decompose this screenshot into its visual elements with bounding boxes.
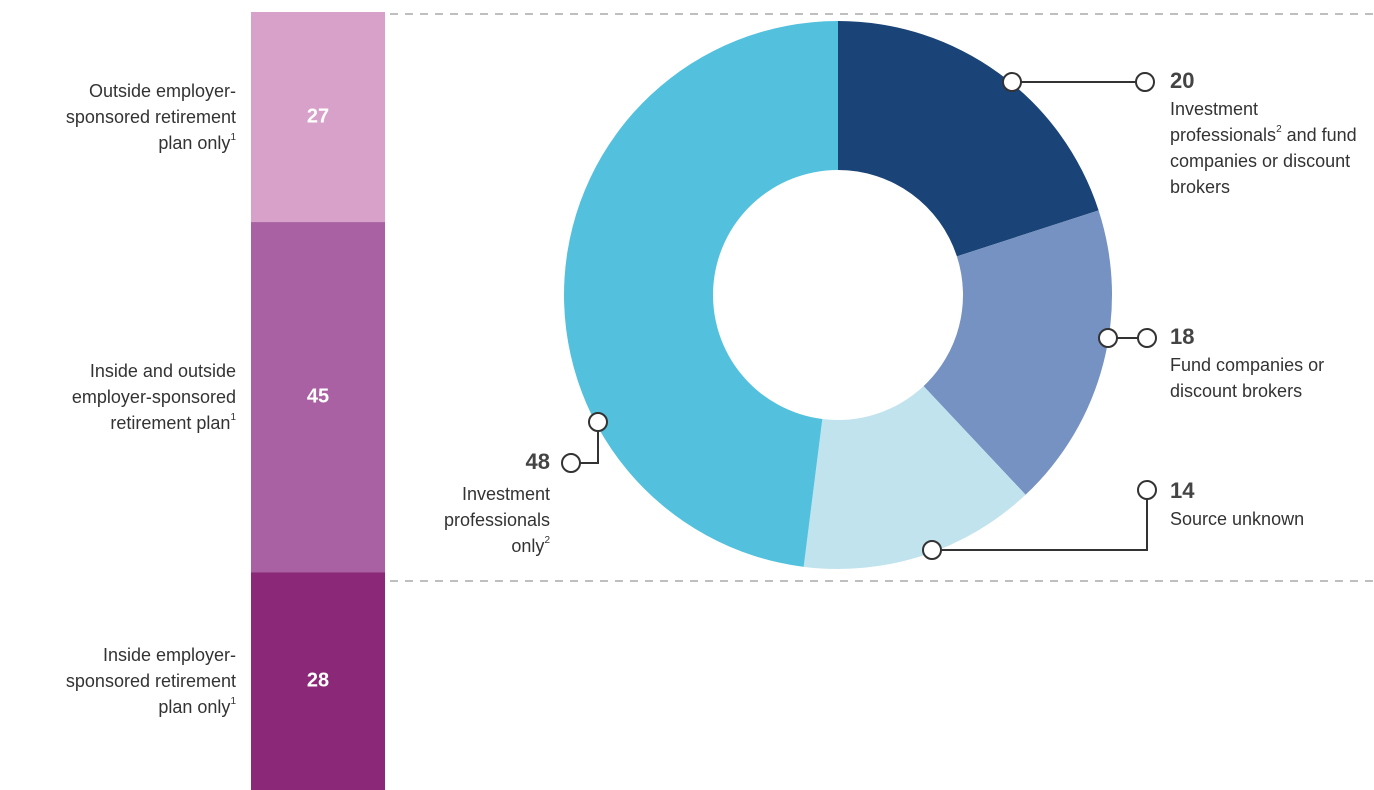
leader-dot <box>1135 72 1155 92</box>
footnote-mark: 1 <box>230 696 236 708</box>
leader-dot <box>1002 72 1022 92</box>
label-text: Investment professionals <box>1170 99 1277 145</box>
label-text: Investment professionals only <box>443 484 550 556</box>
leader-line <box>932 490 1148 551</box>
category-label: Investment professionals2 and fund compa… <box>1170 96 1360 200</box>
label-text: and fund companies or discount brokers <box>1170 125 1357 197</box>
leader-dot <box>922 540 942 560</box>
leader-dot <box>1137 328 1157 348</box>
leader-dot <box>588 412 608 432</box>
bar-segment <box>251 572 385 790</box>
label-text: Inside employer-sponsored retirement pla… <box>65 645 236 718</box>
leader-dot <box>1137 480 1157 500</box>
label-text: Outside employer-sponsored retirement pl… <box>65 81 236 154</box>
category-label: Inside employer-sponsored retirement pla… <box>36 642 236 720</box>
label-text: Source unknown <box>1170 509 1305 529</box>
bar-segment <box>251 222 385 573</box>
footnote-mark: 1 <box>230 412 236 424</box>
donut-segment <box>803 386 1026 569</box>
donut-segment <box>563 21 838 567</box>
value-label: 14 <box>1170 478 1195 503</box>
footnote-mark: 1 <box>230 132 236 144</box>
label-text: Fund companies or discount brokers <box>1170 355 1325 401</box>
footnote-mark: 2 <box>544 535 550 546</box>
donut-segment <box>923 210 1112 495</box>
label-text: Inside and outside employer-sponsored re… <box>71 361 236 434</box>
category-label: Outside employer-sponsored retirement pl… <box>36 78 236 156</box>
value-label: 28 <box>307 669 329 691</box>
value-label: 20 <box>1170 68 1194 93</box>
category-label: Source unknown <box>1170 506 1360 532</box>
category-label: Investment professionals only2 <box>420 481 550 559</box>
donut-segment <box>838 21 1099 257</box>
leader-dot <box>561 453 581 473</box>
leader-dot <box>1098 328 1118 348</box>
value-label: 45 <box>307 385 329 407</box>
footnote-mark: 2 <box>1276 124 1282 135</box>
bar-segment <box>251 12 385 223</box>
value-label: 48 <box>526 449 550 474</box>
value-label: 18 <box>1170 324 1194 349</box>
category-label: Fund companies or discount brokers <box>1170 352 1360 404</box>
value-label: 27 <box>307 105 329 127</box>
category-label: Inside and outside employer-sponsored re… <box>36 358 236 436</box>
